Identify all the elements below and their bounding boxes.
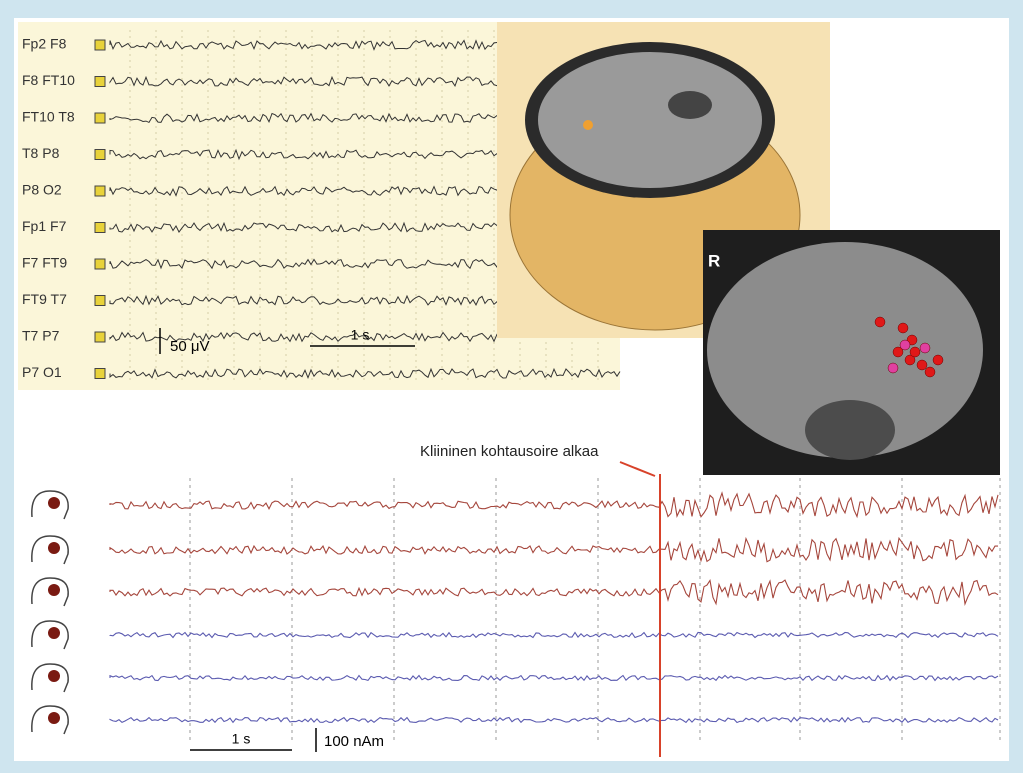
head-icon-source <box>48 627 60 639</box>
source-dot <box>910 347 920 357</box>
source-dot <box>933 355 943 365</box>
head-icon-source <box>48 712 60 724</box>
figure: Fp2 F8 F8 FT10 FT10 T8 T8 P8 P8 O2 Fp1 F7 F7 F… <box>0 0 1023 773</box>
channel-icon <box>95 223 105 233</box>
channel-icon <box>95 40 105 50</box>
source-dot <box>875 317 885 327</box>
head-icon-source <box>48 497 60 509</box>
amp-scale: 100 nAm <box>324 733 384 750</box>
head-icon-source <box>48 670 60 682</box>
source-dot <box>888 363 898 373</box>
eeg-amp-scale: 50 μV <box>170 338 210 355</box>
channel-label: P8 O2 <box>22 182 62 198</box>
channel-icon <box>95 77 105 87</box>
time-scale: 1 s <box>232 731 251 747</box>
source-dot <box>898 323 908 333</box>
channel-label: T8 P8 <box>22 145 60 161</box>
channel-label: Fp2 F8 <box>22 36 67 52</box>
channel-label: P7 O1 <box>22 364 62 380</box>
source-dot <box>920 343 930 353</box>
source-dot <box>925 367 935 377</box>
head-icon-source <box>48 542 60 554</box>
channel-label: F7 FT9 <box>22 255 67 271</box>
brain-slice <box>538 52 762 188</box>
channel-icon <box>95 186 105 196</box>
onset-annotation: Kliininen kohtausoire alkaa <box>420 443 599 460</box>
channel-label: FT10 T8 <box>22 109 75 125</box>
channel-icon <box>95 369 105 379</box>
source-dot <box>900 340 910 350</box>
mri-label: R <box>708 251 720 270</box>
eeg-time-scale: 1 s <box>351 327 370 343</box>
ventricle <box>668 91 712 119</box>
channel-label: T7 P7 <box>22 328 60 344</box>
source-dot <box>583 120 593 130</box>
cerebellum <box>805 400 895 460</box>
channel-label: F8 FT10 <box>22 72 75 88</box>
channel-icon <box>95 150 105 160</box>
channel-label: Fp1 F7 <box>22 218 67 234</box>
channel-icon <box>95 332 105 342</box>
channel-icon <box>95 259 105 269</box>
channel-icon <box>95 113 105 123</box>
channel-label: FT9 T7 <box>22 291 67 307</box>
source-dot <box>917 360 927 370</box>
head-icon-source <box>48 584 60 596</box>
channel-icon <box>95 296 105 306</box>
page: Fp2 F8 F8 FT10 FT10 T8 T8 P8 P8 O2 Fp1 F7 F7 F… <box>0 0 1023 773</box>
